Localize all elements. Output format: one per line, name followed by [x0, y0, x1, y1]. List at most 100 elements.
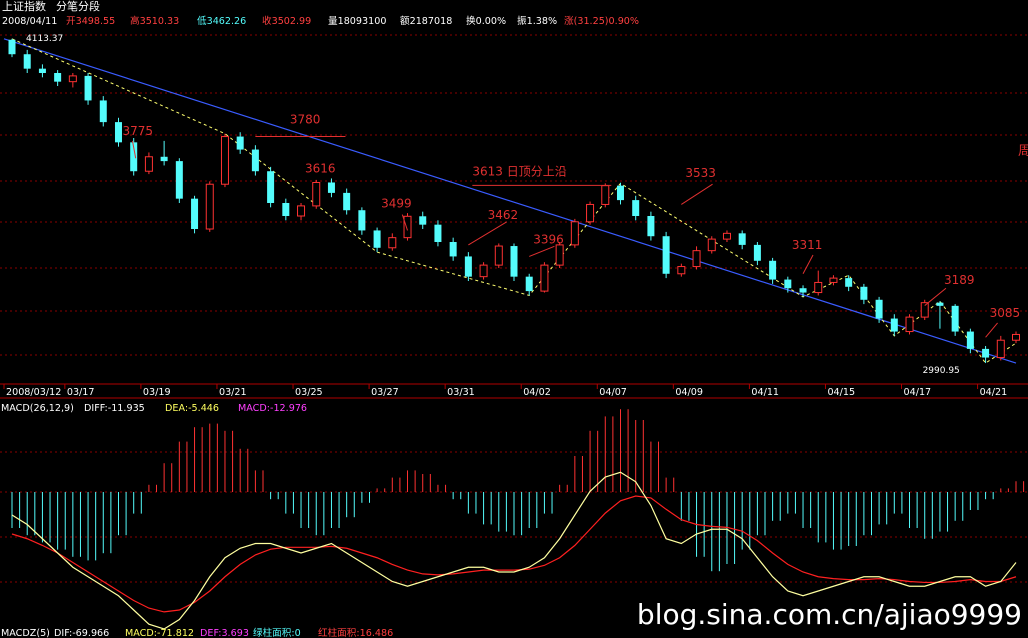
candle-body-60 — [920, 302, 929, 318]
candle-16 — [251, 145, 259, 176]
candle-body-64 — [982, 348, 990, 358]
candle-body-2 — [38, 68, 46, 73]
candle-body-16 — [251, 149, 259, 172]
annotation-2: 3616 — [305, 162, 336, 176]
header-amount: 额2187018 — [400, 15, 452, 27]
annotation-pointer-3462 — [468, 221, 508, 246]
candle-31 — [479, 262, 488, 280]
candle-body-35 — [540, 264, 549, 292]
candle-body-26 — [403, 215, 412, 239]
trend-line-group — [3, 38, 1017, 364]
candle-body-9 — [144, 156, 153, 172]
date-label-2: 03/19 — [143, 387, 171, 398]
candle-12 — [191, 195, 199, 234]
candle-21 — [327, 178, 335, 198]
candle-30 — [464, 252, 472, 281]
candle-body-13 — [205, 183, 214, 230]
candle-11 — [175, 158, 183, 203]
candle-9 — [144, 152, 153, 175]
date-label-12: 04/17 — [904, 387, 932, 398]
candle-66 — [1012, 331, 1020, 344]
macd-diff-value: DIFF:-11.935 — [84, 403, 145, 414]
candle-48 — [738, 230, 746, 250]
candle-body-23 — [358, 210, 366, 231]
candle-62 — [951, 304, 959, 336]
candle-43 — [662, 231, 670, 279]
candle-14 — [220, 133, 229, 188]
candle-54 — [829, 275, 838, 286]
date-label-6: 03/31 — [447, 387, 475, 398]
candle-51 — [784, 276, 792, 293]
annotation-9: 3189 — [944, 273, 975, 287]
date-label-10: 04/11 — [751, 387, 779, 398]
candle-64 — [982, 346, 990, 364]
annotation-pointer-3533 — [681, 183, 713, 205]
annotation-7: 3533 — [685, 166, 716, 180]
candle-4 — [68, 73, 77, 88]
candle-body-55 — [845, 278, 853, 287]
candle-34 — [525, 273, 533, 296]
date-label-13: 04/21 — [980, 387, 1008, 398]
date-label-9: 04/09 — [675, 387, 703, 398]
candle-63 — [966, 328, 974, 354]
candle-38 — [586, 201, 595, 225]
candle-23 — [358, 207, 366, 235]
candle-body-1 — [23, 54, 31, 69]
candle-body-4 — [68, 75, 77, 83]
macdz-macd-value: MACD:-71.812 — [125, 628, 194, 638]
date-label-7: 04/02 — [523, 387, 551, 398]
annotation-5: 3396 — [533, 232, 564, 246]
candle-body-49 — [753, 244, 761, 261]
candle-body-15 — [236, 136, 244, 150]
macdz-red-area: 红柱面积:16.486 — [318, 627, 393, 638]
dea-line — [11, 495, 1017, 613]
candle-53 — [814, 270, 823, 296]
candle-46 — [707, 236, 716, 254]
candle-body-53 — [814, 281, 823, 294]
candle-body-3 — [54, 73, 62, 82]
candle-58 — [890, 314, 898, 336]
header-close: 收3502.99 — [262, 15, 311, 27]
start-price-label: 4113.37 — [26, 34, 63, 44]
annotation-pointer-3311 — [802, 254, 814, 275]
date-label-4: 03/25 — [295, 387, 323, 398]
candle-body-28 — [434, 224, 442, 242]
candle-18 — [282, 198, 290, 221]
candle-29 — [449, 237, 457, 261]
index-title: 上证指数 — [2, 0, 46, 13]
annotation-8: 3311 — [792, 238, 823, 252]
date-label-1: 03/17 — [67, 387, 95, 398]
candle-42 — [647, 211, 655, 241]
candle-59 — [905, 314, 914, 335]
low-price-label: 2990.95 — [923, 366, 960, 376]
candle-61 — [936, 301, 944, 329]
candle-45 — [692, 246, 701, 270]
candle-body-27 — [419, 216, 427, 225]
mode-label: 分笔分段 — [56, 0, 100, 13]
candle-body-50 — [769, 260, 777, 280]
candle-body-18 — [282, 203, 290, 216]
candle-36 — [555, 242, 564, 268]
candle-33 — [510, 243, 518, 281]
candle-body-0 — [8, 39, 16, 55]
candle-3 — [54, 70, 62, 86]
header-open: 开3498.55 — [66, 16, 115, 27]
annotation-1: 3780 — [290, 113, 321, 127]
candle-body-36 — [555, 244, 564, 266]
candle-2 — [38, 64, 46, 78]
side-label: 周 — [1018, 144, 1028, 159]
candle-56 — [860, 283, 868, 305]
candle-body-42 — [647, 216, 655, 237]
candle-50 — [769, 257, 777, 284]
candle-body-10 — [160, 156, 168, 162]
candle-57 — [875, 296, 883, 323]
header-high: 高3510.33 — [130, 15, 179, 27]
annotations-group: 4113.37 2990.95 3775 3780 3616 3499 3462 3396 36… — [26, 34, 1020, 376]
candle-body-52 — [799, 288, 807, 293]
candle-47 — [722, 230, 731, 242]
annotation-3: 3499 — [381, 196, 412, 210]
candle-19 — [297, 203, 306, 221]
macd-label: MACD(26,12,9) — [1, 403, 74, 414]
candle-body-21 — [327, 182, 335, 193]
